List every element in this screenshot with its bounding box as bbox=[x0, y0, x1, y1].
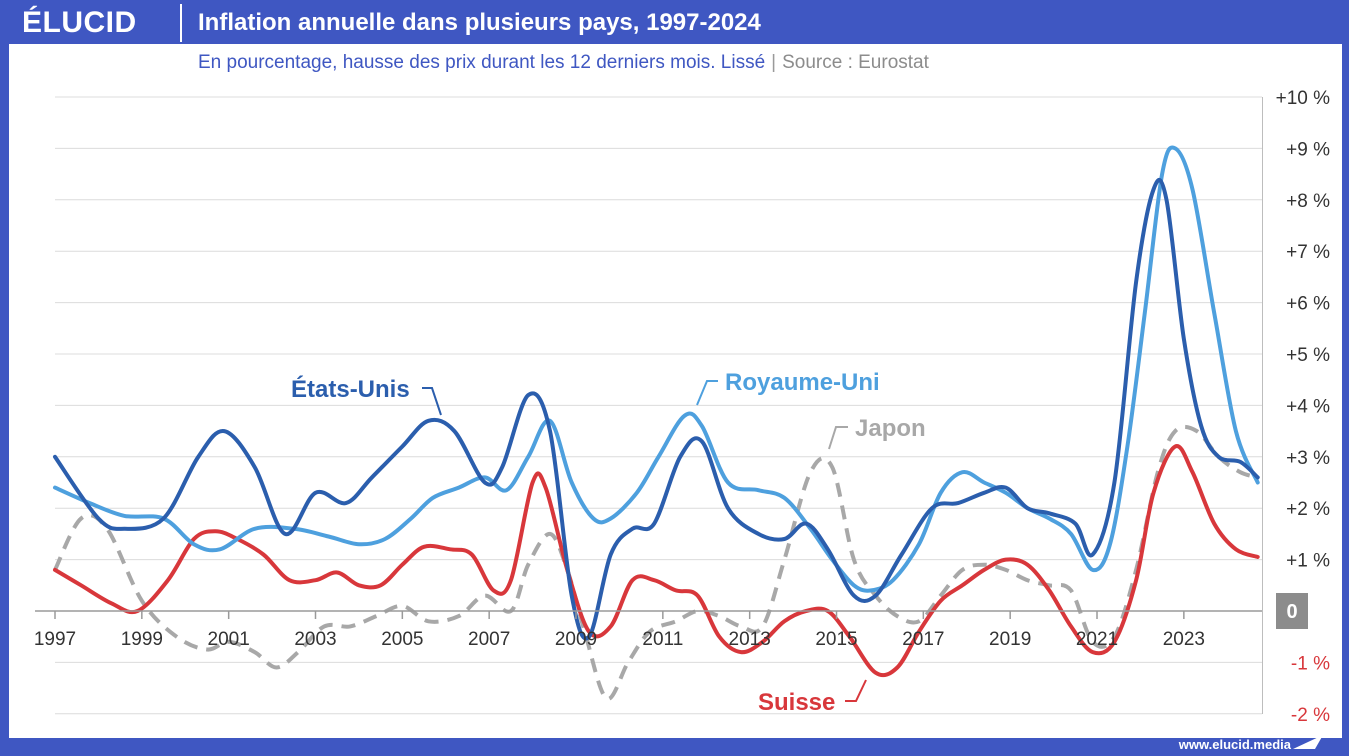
x-tick-label: 2015 bbox=[815, 629, 857, 650]
label-leader-uk bbox=[696, 380, 718, 406]
footer-url[interactable]: www.elucid.media bbox=[1178, 737, 1291, 752]
y-tick-label: +3 % bbox=[1286, 448, 1330, 469]
x-tick-label: 2019 bbox=[989, 629, 1031, 650]
label-leader-us bbox=[422, 387, 442, 416]
series-line-uk bbox=[53, 145, 1260, 593]
x-tick-label: 2001 bbox=[208, 629, 250, 650]
x-tick-label: 2013 bbox=[729, 629, 771, 650]
y-tick-label: +10 % bbox=[1276, 88, 1331, 109]
chart-subtitle: En pourcentage, hausse des prix durant l… bbox=[198, 52, 766, 73]
zero-badge bbox=[1276, 593, 1308, 629]
y-tick-label: +4 % bbox=[1286, 396, 1330, 417]
series-label-switzerland: Suisse bbox=[758, 689, 835, 716]
footer-arrow-icon bbox=[1293, 735, 1323, 749]
elucid-logo[interactable]: ÉLUCID bbox=[22, 6, 137, 39]
x-tick-label: 1997 bbox=[34, 629, 76, 650]
y-tick-label: +5 % bbox=[1286, 345, 1330, 366]
y-tick-label: 0 bbox=[1286, 601, 1297, 623]
x-tick-label: 2007 bbox=[468, 629, 510, 650]
series-label-us: États-Unis bbox=[291, 375, 410, 403]
y-tick-label: -1 % bbox=[1291, 653, 1330, 674]
x-tick-label: 2009 bbox=[555, 629, 597, 650]
grid-layer bbox=[55, 96, 1263, 715]
series-labels: États-Unis Royaume-Uni Japon Suisse bbox=[291, 369, 926, 716]
series-line-japan bbox=[53, 424, 1259, 701]
x-tick-label: 2011 bbox=[642, 629, 683, 650]
subtitle-separator: | bbox=[771, 52, 777, 73]
y-tick-label: +7 % bbox=[1286, 242, 1330, 263]
chart-title: Inflation annuelle dans plusieurs pays, … bbox=[198, 9, 761, 36]
y-tick-label: +2 % bbox=[1286, 499, 1330, 520]
y-tick-label: +8 % bbox=[1286, 191, 1330, 212]
y-tick-label: +1 % bbox=[1286, 551, 1330, 572]
y-tick-label: +6 % bbox=[1286, 294, 1330, 315]
data-source: Source : Eurostat bbox=[782, 52, 929, 73]
x-tick-label: 2023 bbox=[1163, 629, 1205, 650]
label-leader-switzerland bbox=[845, 679, 867, 702]
subtitle-row: En pourcentage, hausse des prix durant l… bbox=[198, 51, 929, 75]
series-label-japan: Japon bbox=[855, 415, 926, 442]
series-line-us bbox=[53, 178, 1260, 641]
x-tick-label: 1999 bbox=[121, 629, 163, 650]
series-label-uk: Royaume-Uni bbox=[725, 369, 880, 396]
series-line-switzerland bbox=[53, 444, 1260, 678]
x-tick-label: 2005 bbox=[381, 629, 423, 650]
x-axis: 1997 1999 2001 2003 2005 2007 2009 2011 2013 2015… bbox=[34, 610, 1262, 650]
x-tick-label: 2021 bbox=[1076, 629, 1118, 650]
header-divider bbox=[180, 4, 182, 42]
y-tick-label: -2 % bbox=[1291, 705, 1330, 726]
x-tick-label: 2017 bbox=[902, 629, 944, 650]
y-tick-label: +9 % bbox=[1286, 139, 1330, 160]
y-axis: +10 % +9 % +8 % +7 % +6 % +5 % +4 % +3 % +2 % +1 … bbox=[1276, 88, 1331, 726]
series-layer bbox=[53, 145, 1260, 701]
label-leader-japan bbox=[828, 426, 848, 450]
x-tick-label: 2003 bbox=[294, 629, 336, 650]
